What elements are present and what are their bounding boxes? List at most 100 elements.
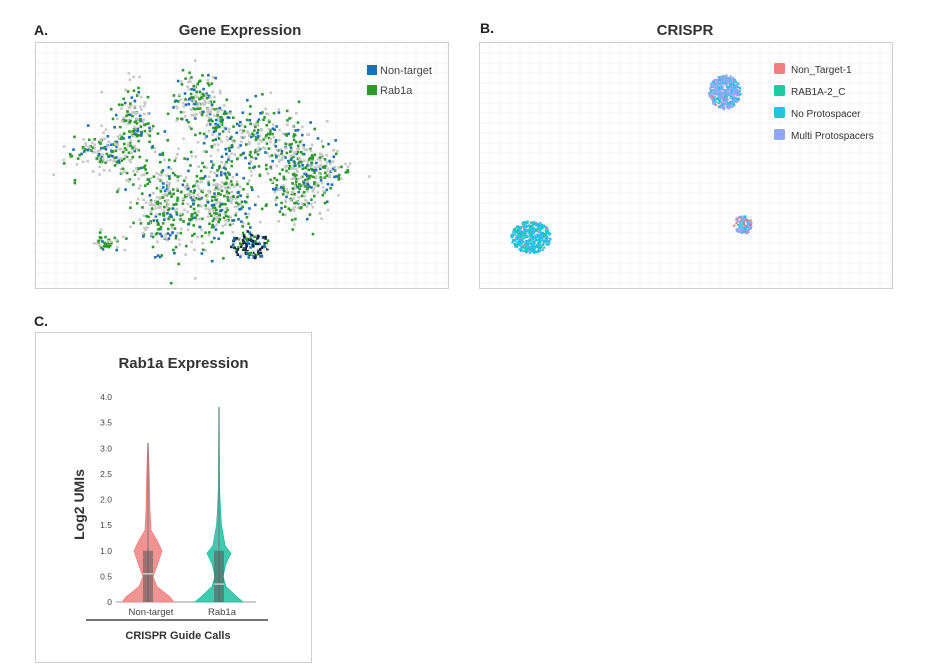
cell-point	[130, 151, 133, 154]
cell-point	[294, 217, 297, 221]
cell-point	[224, 112, 228, 115]
cell-point	[186, 98, 190, 102]
cell-point	[147, 215, 150, 219]
panel-b-letter: B.	[480, 20, 494, 36]
cell-point	[206, 108, 210, 111]
cell-point	[164, 233, 167, 237]
cell-point	[137, 148, 140, 152]
cell-point	[157, 228, 160, 231]
cell-point	[278, 159, 281, 162]
cell-point	[297, 100, 301, 104]
cell-point	[136, 170, 139, 173]
cell-point	[515, 230, 518, 233]
cell-point	[730, 89, 733, 92]
cell-point	[196, 95, 199, 99]
cell-point	[273, 128, 276, 131]
cell-point	[748, 225, 751, 228]
cell-point	[266, 152, 269, 155]
cell-point	[227, 182, 231, 186]
cell-point	[206, 78, 210, 82]
cell-point	[245, 118, 249, 122]
cell-point	[246, 234, 250, 238]
cell-point	[193, 95, 196, 99]
cell-point	[258, 173, 262, 177]
cell-point	[291, 182, 294, 185]
cell-point	[230, 190, 233, 193]
cell-point	[251, 132, 254, 135]
cell-point	[531, 228, 534, 231]
cell-point	[226, 138, 229, 142]
cell-point	[246, 193, 249, 196]
cell-point	[297, 186, 300, 189]
cell-point	[724, 95, 727, 98]
cell-point	[239, 128, 242, 132]
cell-point	[337, 166, 340, 169]
cell-point	[287, 207, 291, 210]
tsne-points	[32, 59, 371, 285]
cell-point	[284, 156, 287, 159]
cell-point	[150, 233, 153, 236]
cell-point	[278, 172, 282, 176]
cell-point	[129, 139, 132, 142]
cell-point	[520, 234, 523, 237]
cell-point	[545, 238, 548, 242]
cell-point	[301, 164, 304, 167]
cell-point	[330, 169, 334, 173]
cell-point	[130, 96, 134, 99]
cell-point	[232, 116, 235, 119]
iqr-box	[214, 550, 224, 602]
cell-point	[709, 87, 712, 90]
cell-point	[265, 112, 268, 115]
cell-point	[253, 165, 256, 168]
cell-point	[221, 130, 225, 133]
cell-point	[191, 96, 195, 99]
cell-point	[274, 187, 278, 190]
cell-point	[247, 212, 250, 216]
cell-point	[250, 239, 253, 242]
cell-point	[311, 190, 315, 193]
cell-point	[214, 138, 217, 141]
cell-point	[529, 231, 532, 234]
cell-point	[529, 247, 532, 250]
cell-point	[288, 117, 291, 120]
cell-point	[94, 151, 97, 154]
cell-point	[310, 143, 314, 147]
cell-point	[227, 116, 231, 119]
cell-point	[717, 93, 720, 96]
cell-point	[167, 203, 170, 206]
cell-point	[169, 213, 172, 217]
cell-point	[335, 175, 338, 178]
cell-point	[304, 166, 307, 170]
cell-point	[194, 107, 197, 111]
cell-point	[721, 93, 724, 96]
cell-point	[132, 111, 136, 114]
cell-point	[230, 164, 233, 168]
cell-point	[533, 242, 536, 245]
cell-point	[312, 187, 316, 191]
cell-point	[208, 175, 211, 179]
cell-point	[222, 257, 225, 260]
cell-point	[711, 85, 714, 88]
cell-point	[289, 154, 292, 158]
cell-point	[261, 93, 264, 96]
cell-point	[175, 119, 178, 122]
cell-point	[250, 255, 253, 259]
cell-point	[244, 231, 247, 234]
cell-point	[134, 120, 138, 124]
cell-point	[319, 167, 322, 171]
cell-point	[295, 168, 298, 171]
cell-point	[126, 113, 130, 117]
cell-point	[539, 231, 542, 234]
cell-point	[216, 169, 219, 172]
cell-point	[726, 79, 729, 82]
cell-point	[307, 168, 311, 172]
cell-point	[195, 90, 198, 94]
cell-point	[190, 76, 193, 79]
cell-point	[729, 100, 732, 103]
cell-point	[112, 159, 115, 163]
cell-point	[278, 160, 281, 163]
cell-point	[253, 151, 257, 154]
cell-point	[219, 173, 223, 177]
cell-point	[146, 182, 149, 186]
cell-point	[328, 175, 332, 178]
